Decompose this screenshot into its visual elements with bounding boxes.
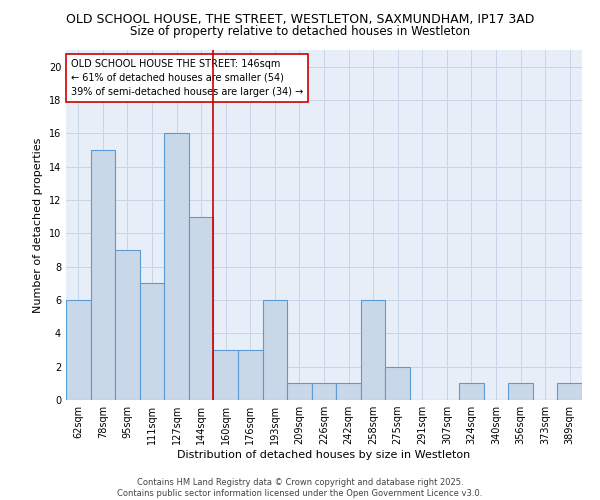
Bar xyxy=(115,250,140,400)
Bar xyxy=(91,150,115,400)
Bar xyxy=(263,300,287,400)
Bar xyxy=(164,134,189,400)
Text: OLD SCHOOL HOUSE THE STREET: 146sqm
← 61% of detached houses are smaller (54)
39: OLD SCHOOL HOUSE THE STREET: 146sqm ← 61… xyxy=(71,59,304,97)
Text: Size of property relative to detached houses in Westleton: Size of property relative to detached ho… xyxy=(130,25,470,38)
Bar xyxy=(557,384,582,400)
Bar xyxy=(214,350,238,400)
Bar xyxy=(66,300,91,400)
Text: Contains HM Land Registry data © Crown copyright and database right 2025.
Contai: Contains HM Land Registry data © Crown c… xyxy=(118,478,482,498)
Bar xyxy=(189,216,214,400)
Bar xyxy=(140,284,164,400)
Bar xyxy=(336,384,361,400)
Bar xyxy=(385,366,410,400)
Bar xyxy=(312,384,336,400)
Bar xyxy=(508,384,533,400)
Bar xyxy=(287,384,312,400)
Text: OLD SCHOOL HOUSE, THE STREET, WESTLETON, SAXMUNDHAM, IP17 3AD: OLD SCHOOL HOUSE, THE STREET, WESTLETON,… xyxy=(66,12,534,26)
Bar xyxy=(361,300,385,400)
Bar xyxy=(238,350,263,400)
X-axis label: Distribution of detached houses by size in Westleton: Distribution of detached houses by size … xyxy=(178,450,470,460)
Bar xyxy=(459,384,484,400)
Y-axis label: Number of detached properties: Number of detached properties xyxy=(33,138,43,312)
